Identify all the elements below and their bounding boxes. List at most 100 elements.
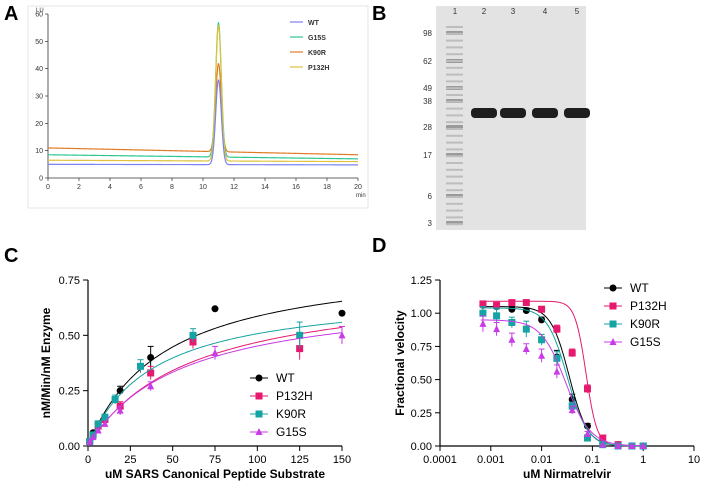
d-point-g15s [568, 406, 576, 414]
d-x-tick-label: 0.01 [531, 454, 552, 466]
a-trace-g15s [47, 24, 358, 163]
d-legend-marker [609, 284, 617, 292]
d-point-p132h [583, 385, 591, 393]
b-ladder-smear [446, 87, 463, 90]
d-point-k90r [508, 318, 516, 326]
c-point-wt [211, 305, 219, 313]
c-point-k90r [111, 396, 119, 404]
d-point-k90r [479, 309, 487, 317]
a-y-tick-label: 20 [35, 121, 43, 128]
b-ladder-smear [446, 141, 463, 144]
b-ladder-smear [446, 107, 463, 110]
a-legend-label: K90R [308, 50, 326, 57]
c-x-axis-label: uM SARS Canonical Peptide Substrate [105, 467, 325, 481]
d-y-tick-label: 1.00 [411, 308, 432, 320]
b-ladder-smear [446, 66, 463, 69]
d-point-p132h [522, 299, 530, 307]
inhibition-curve-chart: 0.00 0.25 0.50 0.75 1.00 1.25 0.0001 0.001 0.01 0… [393, 275, 700, 481]
c-legend-label: K90R [276, 407, 306, 421]
b-ladder-smear [446, 80, 463, 83]
a-legend-label: WT [308, 20, 320, 27]
c-point-k90r [189, 331, 197, 339]
d-point-k90r [583, 434, 591, 442]
a-y-axis-label: LU [36, 8, 44, 14]
c-point-g15s [116, 406, 124, 414]
b-protein-band [471, 108, 497, 118]
c-y-tick-label: 0.00 [59, 441, 80, 453]
a-x-tick-label: 16 [292, 184, 300, 191]
d-x-tick-label: 0.0001 [423, 454, 457, 466]
b-ladder-smear [446, 121, 463, 124]
b-ladder-smear [446, 100, 463, 103]
b-lane-label: 2 [482, 7, 487, 16]
a-y-tick-label: 0 [39, 176, 43, 183]
b-lane-label: 1 [453, 7, 458, 16]
d-y-tick-label: 0.75 [411, 341, 432, 353]
b-lane-label: 3 [511, 7, 516, 16]
b-ladder-smear [446, 26, 463, 28]
a-y-tick-label: 60 [35, 12, 43, 19]
a-x-tick-label: 10 [199, 184, 207, 191]
a-x-tick-label: 20 [354, 184, 362, 191]
b-ladder-smear [446, 196, 463, 198]
panel-label-a: A [4, 3, 18, 25]
c-point-g15s [86, 437, 94, 445]
d-point-k90r [493, 312, 501, 320]
c-point-k90r [296, 331, 304, 339]
c-point-g15s [211, 349, 219, 357]
panel-label-d: D [372, 235, 386, 257]
d-point-g15s [553, 367, 561, 375]
b-marker-label: 6 [428, 192, 433, 201]
b-marker-label: 17 [423, 151, 432, 160]
d-point-g15s [508, 335, 516, 343]
b-lane-label: 5 [575, 7, 580, 16]
c-legend-label: WT [276, 371, 295, 385]
d-point-p132h [599, 434, 607, 442]
c-point-g15s [338, 331, 346, 339]
b-protein-band [564, 108, 590, 118]
d-fit-wt [480, 306, 644, 447]
c-x-tick-label: 100 [248, 454, 266, 466]
c-legend-marker [255, 392, 263, 400]
c-point-wt [338, 309, 346, 317]
michaelis-menten-chart: 0.00 0.25 0.50 0.75 0 25 50 75 100 125 150 uM SARS … [39, 275, 351, 481]
a-y-tick-label: 30 [35, 94, 43, 101]
b-ladder-smear [446, 209, 463, 212]
d-y-tick-label: 0.50 [411, 375, 432, 387]
b-marker-label: 49 [423, 84, 432, 93]
d-x-tick-label: 10 [688, 454, 700, 466]
a-legend-label: G15S [308, 35, 326, 42]
c-legend-marker [255, 428, 263, 435]
d-point-p132h [493, 301, 501, 309]
a-y-tick-label: 50 [35, 39, 43, 46]
c-point-g15s [94, 426, 102, 434]
panel-label-c: C [4, 245, 18, 267]
a-x-tick-label: 14 [261, 184, 269, 191]
d-point-k90r [522, 325, 530, 333]
b-marker-label: 98 [423, 29, 432, 38]
b-lane-label: 4 [543, 7, 548, 16]
b-ladder-smear [446, 162, 463, 164]
a-x-tick-label: 6 [139, 184, 143, 191]
b-ladder-smear [446, 175, 463, 178]
d-y-tick-label: 1.25 [411, 275, 432, 287]
c-legend-label: G15S [276, 425, 307, 439]
d-y-tick-label: 0.25 [411, 408, 432, 420]
a-x-tick-label: 8 [170, 184, 174, 191]
d-point-k90r [553, 354, 561, 362]
b-ladder-smear [446, 73, 463, 76]
a-x-tick-label: 18 [323, 184, 331, 191]
b-ladder-smear [446, 53, 463, 56]
d-fit-k90r [480, 307, 644, 447]
b-ladder-smear [446, 94, 463, 96]
panel-a-frame [27, 5, 369, 209]
c-x-tick-label: 50 [167, 454, 179, 466]
d-point-wt [538, 316, 546, 324]
c-point-g15s [89, 433, 97, 441]
c-point-wt [147, 353, 155, 361]
d-x-tick-label: 0.1 [585, 454, 600, 466]
b-ladder-smear [446, 223, 463, 226]
b-marker-label: 3 [428, 219, 433, 228]
c-legend-marker [255, 374, 263, 382]
c-point-k90r [94, 420, 102, 428]
